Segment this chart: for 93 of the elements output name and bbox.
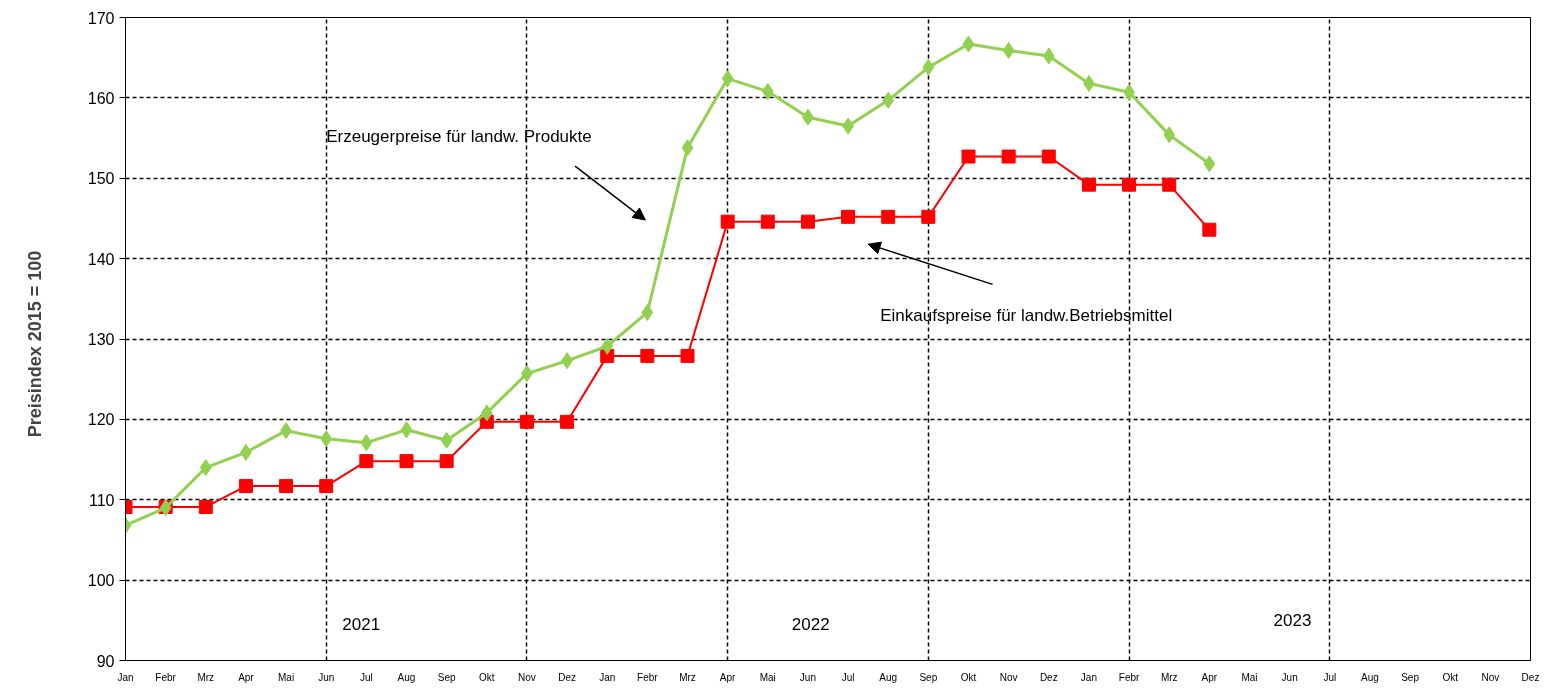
point (921, 209, 936, 224)
x-tick-label: Dez (1521, 671, 1540, 683)
point (319, 479, 334, 494)
x-tick-label: Nov (1481, 671, 1500, 683)
x-tick-label: Jul (841, 671, 855, 683)
y-tick-label: 150 (87, 170, 115, 188)
x-tick-label: Nov (999, 671, 1018, 683)
x-tick-label: Aug (1361, 671, 1379, 683)
point (1202, 222, 1217, 237)
point (199, 459, 212, 477)
point (1081, 177, 1096, 192)
annotation: Einkaufspreise für landw.Betriebsmittel (880, 306, 1173, 326)
x-tick-label: Jul (359, 671, 373, 683)
y-axis-title: Preisindex 2015 = 100 (24, 250, 45, 438)
x-tick-label: Okt (479, 671, 495, 683)
point (601, 337, 614, 355)
point (360, 434, 373, 452)
x-tick-label: Febr (155, 671, 177, 683)
annotation: 2023 (1273, 611, 1312, 631)
x-tick-label: Jan (1080, 671, 1097, 683)
x-tick-label: Aug (879, 671, 898, 683)
x-tick-label: Apr (238, 671, 255, 683)
x-tick-label: Sep (437, 671, 456, 683)
point (1162, 177, 1177, 192)
x-tick-label: Febr (637, 671, 659, 683)
y-tick-label: 110 (88, 491, 115, 509)
x-tick-label: Nov (518, 671, 536, 683)
x-tick-label: Mrz (1160, 671, 1178, 683)
x-tick-label: Mrz (197, 671, 215, 683)
point (439, 454, 454, 469)
point (680, 348, 695, 363)
point (962, 35, 975, 53)
x-tick-label: Jun (799, 671, 816, 683)
x-tick-label: Mrz (679, 671, 696, 683)
point (882, 91, 895, 109)
point (1122, 177, 1137, 192)
annotation: 2022 (791, 615, 830, 635)
point (320, 430, 333, 448)
x-tick-label: Mai (1241, 671, 1258, 683)
x-tick-label: Okt (960, 671, 977, 683)
x-tick-label: Sep (919, 671, 938, 683)
point (922, 58, 935, 76)
point (1001, 149, 1016, 164)
point (519, 414, 534, 429)
point (198, 499, 213, 514)
point (761, 82, 774, 100)
point (400, 421, 413, 439)
point (279, 479, 294, 494)
point (881, 209, 896, 224)
point (1203, 155, 1216, 173)
point (399, 454, 414, 469)
x-tick-label: Dez (1039, 671, 1058, 683)
point (721, 70, 734, 88)
x-tick-label: Dez (558, 671, 576, 683)
y-tick-label: 100 (87, 572, 115, 590)
x-tick-label: Sep (1401, 671, 1420, 683)
point (961, 149, 976, 164)
y-tick-label: 90 (96, 652, 115, 670)
x-tick-label: Jun (1281, 671, 1298, 683)
point (1002, 41, 1015, 59)
point (800, 214, 815, 229)
x-tick-label: Mai (759, 671, 776, 683)
x-tick-label: Jan (599, 671, 616, 683)
y-tick-label: 120 (87, 411, 115, 429)
point (1163, 126, 1176, 144)
x-tick-label: Aug (397, 671, 416, 683)
point (1041, 149, 1056, 164)
point (640, 348, 655, 363)
point (720, 214, 735, 229)
y-tick-label: 130 (87, 331, 115, 348)
point (480, 404, 493, 422)
annotation: 2021 (342, 615, 381, 635)
point (681, 139, 694, 157)
y-tick-label: 140 (87, 250, 115, 268)
annotation: Erzeugerpreise für landw. Produkte (326, 126, 592, 146)
point (760, 214, 775, 229)
x-tick-label: Apr (1201, 671, 1218, 683)
y-tick-label: 160 (87, 89, 115, 107)
point (238, 479, 253, 494)
x-tick-label: Jul (1323, 671, 1337, 683)
point (560, 414, 575, 429)
point (841, 209, 856, 224)
x-tick-label: Okt (1442, 671, 1459, 683)
point (440, 431, 453, 449)
point (359, 454, 374, 469)
x-tick-label: Febr (1118, 671, 1141, 683)
x-tick-label: Jan (117, 671, 134, 683)
x-tick-label: Jun (318, 671, 335, 683)
point (1042, 47, 1055, 65)
point (641, 303, 654, 321)
x-tick-label: Mai (278, 671, 295, 683)
y-tick-label: 170 (87, 9, 115, 27)
x-tick-label: Apr (719, 671, 737, 683)
